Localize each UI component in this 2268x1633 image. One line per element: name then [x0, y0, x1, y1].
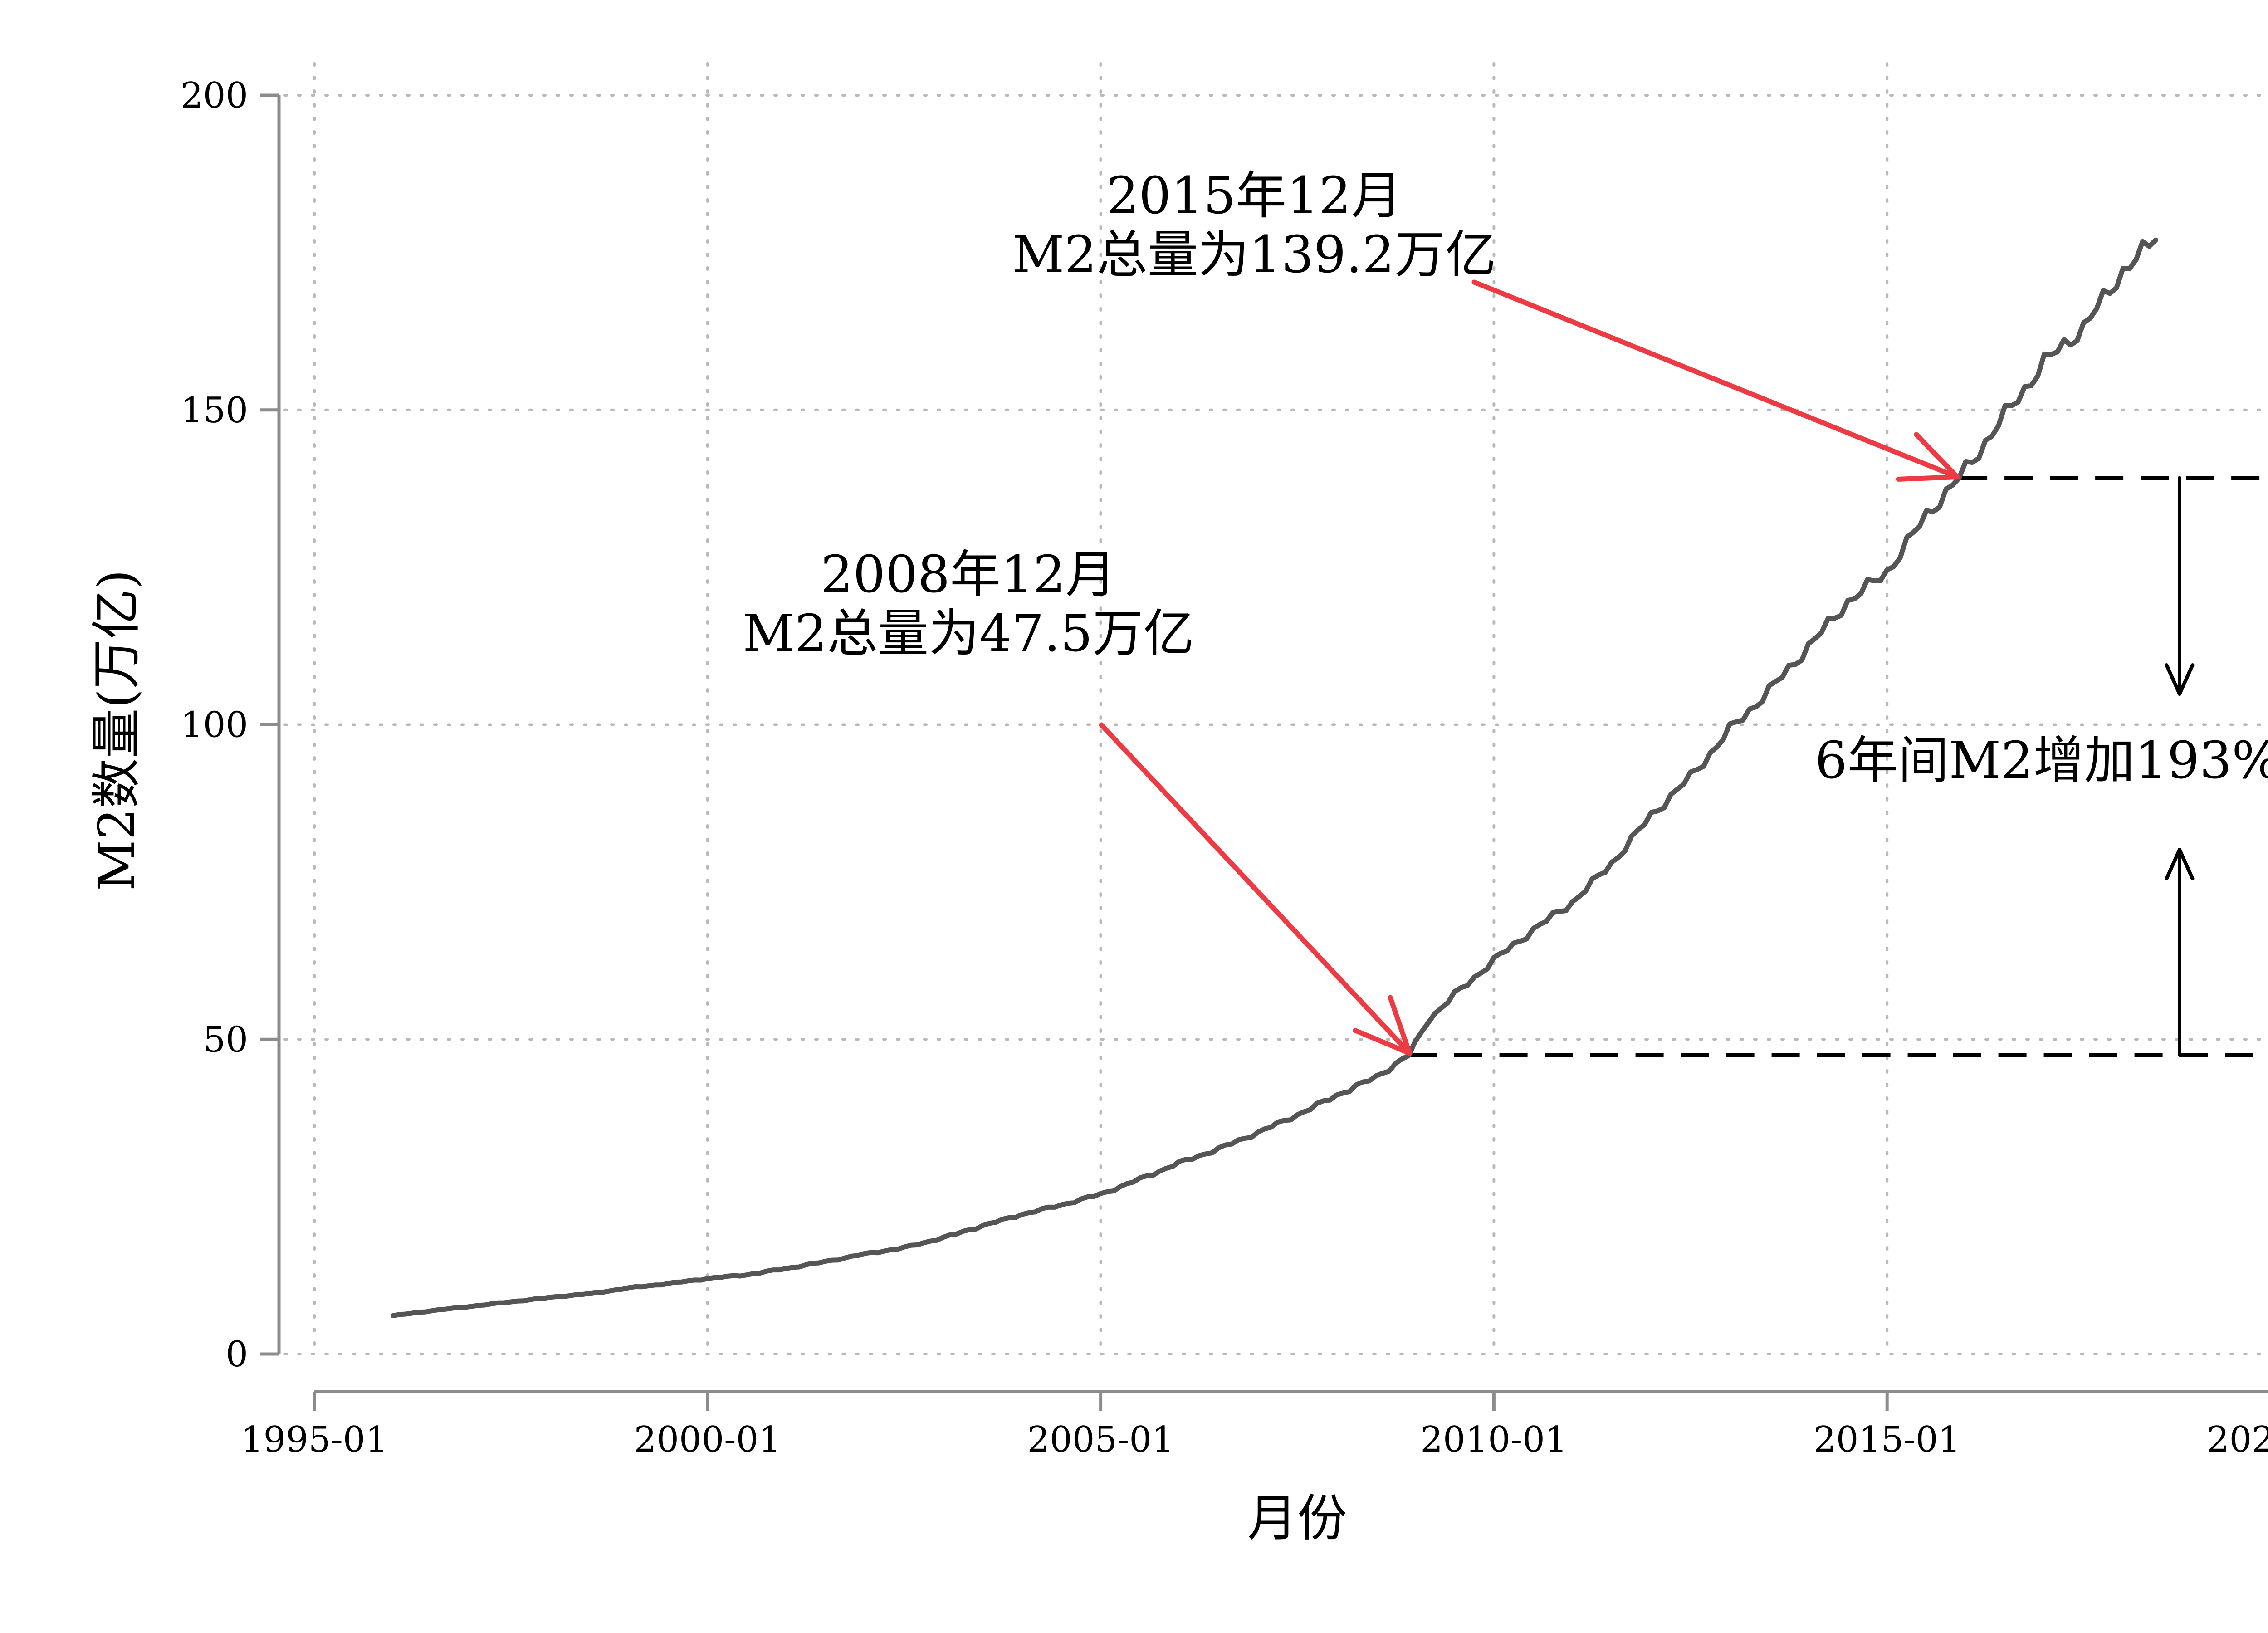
x-tick-label: 2010-01	[1420, 1419, 1567, 1460]
annotation-2015: 2015年12月 M2总量为139.2万亿	[1012, 166, 1496, 284]
y-tick-label: 100	[181, 705, 248, 746]
reference-lines	[1408, 476, 2268, 1057]
grid-lines	[284, 62, 2268, 1358]
x-tick-label: 1995-01	[241, 1419, 388, 1460]
m2-series-line	[390, 237, 2158, 1318]
series-layer	[390, 237, 2158, 1318]
y-tick-label: 0	[225, 1334, 248, 1375]
annotations: 2008年12月 M2总量为47.5万亿 2015年12月 M2总量为139.2万亿 6…	[743, 166, 2268, 1057]
x-tick-label: 2020-01	[2207, 1419, 2268, 1460]
annotation-2008: 2008年12月 M2总量为47.5万亿	[743, 545, 1194, 663]
x-tick-label: 2005-01	[1027, 1419, 1174, 1460]
red-arrow-2015	[1471, 279, 1960, 482]
growth-annotation: 6年间M2增加193%！	[1815, 731, 2268, 790]
y-axis-title: M2数量(万亿)	[88, 570, 146, 891]
x-axis-title: 月份	[1247, 1489, 1347, 1547]
red-arrow-2008	[1099, 722, 1413, 1056]
x-tick-label: 2015-01	[1813, 1419, 1960, 1460]
axes: 0 50 100 150 200 1995-01 2000-01 2005-01 2010-01…	[181, 75, 2268, 1460]
y-tick-label: 50	[203, 1019, 248, 1060]
y-tick-label: 150	[181, 390, 248, 431]
down-arrow	[2165, 476, 2195, 696]
x-tick-label: 2000-01	[634, 1419, 781, 1460]
y-tick-label: 200	[181, 75, 248, 116]
up-arrow	[2165, 848, 2195, 1057]
